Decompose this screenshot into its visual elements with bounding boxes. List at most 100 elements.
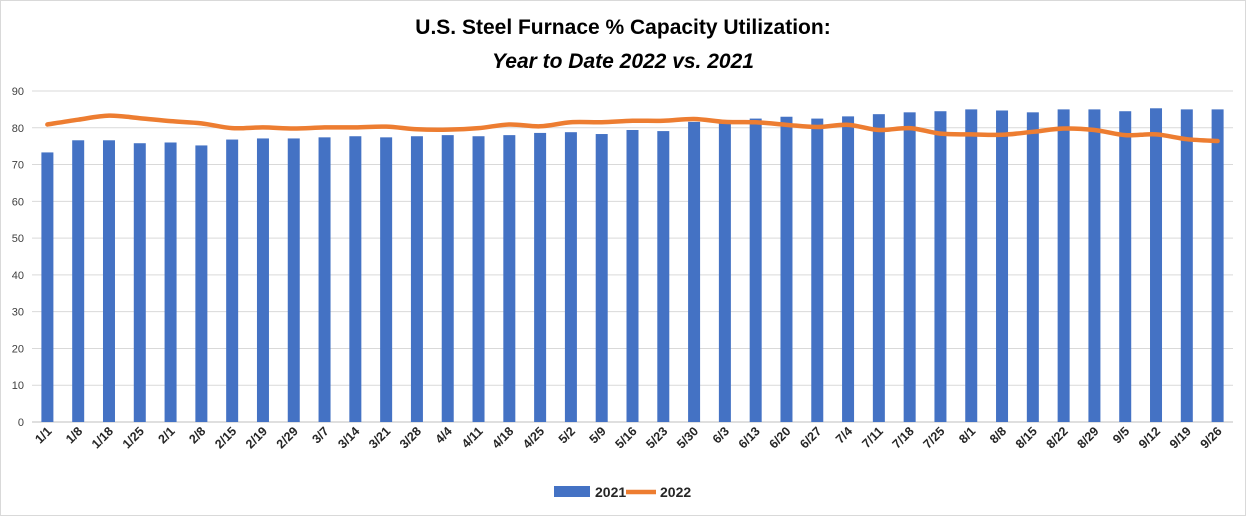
bar-2021 [287, 138, 300, 422]
x-tick-label: 8/29 [1074, 424, 1101, 451]
x-tick-label: 3/14 [335, 424, 362, 451]
x-tick-label: 4/4 [433, 424, 455, 446]
line-2022 [45, 113, 1220, 144]
x-tick-label: 5/9 [587, 424, 609, 446]
x-tick-label: 2/29 [274, 424, 301, 451]
y-tick-label: 10 [12, 380, 24, 392]
x-tick-label: 9/26 [1198, 424, 1225, 451]
x-tick-label: 5/16 [613, 424, 640, 451]
bar-2021 [688, 121, 701, 422]
bar-2021 [1088, 109, 1101, 422]
x-tick-label: 6/27 [797, 424, 824, 451]
legend-label-2022: 2022 [660, 484, 691, 500]
bar-2021 [1211, 109, 1224, 422]
x-tick-label: 7/18 [890, 424, 917, 451]
bars-2021 [41, 108, 1224, 423]
bar-2021 [718, 122, 731, 422]
x-tick-label: 6/3 [710, 424, 732, 446]
bar-2021 [472, 136, 485, 422]
y-tick-label: 60 [12, 196, 24, 208]
x-tick-label: 2/15 [212, 424, 239, 451]
x-tick-label: 1/18 [89, 424, 116, 451]
bar-2021 [256, 138, 269, 422]
bar-2021 [441, 135, 454, 422]
x-tick-label: 9/19 [1167, 424, 1194, 451]
bar-2021 [1180, 109, 1193, 422]
bar-2021 [503, 135, 516, 422]
bar-2021 [380, 137, 393, 422]
legend-label-2021: 2021 [595, 484, 626, 500]
bar-2021 [133, 143, 146, 423]
bar-2021 [595, 134, 608, 422]
y-tick-label: 50 [12, 233, 24, 245]
x-tick-label: 5/30 [674, 424, 701, 451]
bar-2021 [903, 112, 916, 422]
bar-2021 [195, 145, 208, 423]
bar-2021 [318, 137, 331, 422]
x-tick-label: 2/1 [156, 424, 178, 446]
x-tick-label: 1/8 [63, 424, 85, 446]
x-tick-label: 6/13 [736, 424, 763, 451]
bar-2021 [1026, 112, 1039, 422]
x-tick-label: 3/7 [309, 424, 331, 446]
x-tick-label: 8/22 [1044, 424, 1071, 451]
x-tick-label: 9/12 [1136, 424, 1163, 451]
x-tick-label: 4/25 [520, 424, 547, 451]
x-tick-label: 8/8 [987, 424, 1009, 446]
bar-2021 [842, 116, 855, 423]
x-tick-label: 2/19 [243, 424, 270, 451]
x-tick-label: 1/1 [32, 424, 54, 446]
bar-2021 [41, 152, 54, 422]
bar-2021 [1119, 111, 1132, 422]
x-tick-label: 9/5 [1110, 424, 1132, 446]
bar-2021 [749, 118, 762, 422]
y-tick-label: 20 [12, 343, 24, 355]
bar-2021 [72, 140, 85, 422]
x-tick-label: 4/18 [489, 424, 516, 451]
bar-2021 [657, 131, 670, 423]
bar-2021 [410, 136, 423, 422]
bar-2021 [1150, 108, 1163, 422]
bar-2021 [996, 110, 1009, 423]
bar-2021 [934, 111, 947, 422]
bar-2021 [164, 142, 177, 422]
chart-subtitle: Year to Date 2022 vs. 2021 [492, 50, 754, 73]
bar-2021 [564, 132, 577, 423]
x-tick-label: 6/20 [766, 424, 793, 451]
x-tick-label: 8/15 [1013, 424, 1040, 451]
x-tick-label: 3/21 [366, 424, 393, 451]
y-tick-label: 0 [18, 417, 24, 429]
x-tick-label: 8/1 [956, 424, 978, 446]
line-2022-path [45, 113, 1220, 144]
bar-2021 [965, 109, 978, 422]
x-tick-label: 2/8 [186, 424, 208, 446]
y-tick-label: 80 [12, 123, 24, 135]
y-tick-label: 40 [12, 270, 24, 282]
x-tick-label: 7/25 [920, 424, 947, 451]
y-tick-label: 30 [12, 307, 24, 319]
x-axis-ticks: 1/1 1/8 1/18 1/25 2/1 2/8 2/15 2/19 2/29 3/7 3/14 3… [32, 424, 1224, 451]
bar-2021 [226, 139, 239, 422]
x-tick-label: 4/11 [459, 424, 486, 451]
y-tick-label: 90 [12, 86, 24, 98]
bar-2021 [780, 116, 793, 422]
bar-2021 [626, 129, 639, 423]
bar-2021 [534, 132, 547, 422]
y-tick-label: 70 [12, 160, 24, 172]
x-tick-label: 5/2 [556, 424, 578, 446]
x-tick-label: 7/11 [859, 424, 886, 451]
y-axis-ticks: 0 10 20 30 40 50 60 70 80 90 [12, 86, 24, 429]
chart-title: U.S. Steel Furnace % Capacity Utilizatio… [415, 16, 830, 39]
bar-2021 [349, 136, 362, 422]
x-tick-label: 3/28 [397, 424, 424, 451]
bar-2021 [811, 118, 824, 422]
x-tick-label: 1/25 [120, 424, 147, 451]
bar-2021 [1057, 109, 1070, 422]
bar-2021 [102, 140, 115, 422]
legend: 2021 2022 [554, 484, 691, 500]
bar-2021 [872, 114, 885, 423]
legend-swatch-2021 [554, 486, 590, 497]
x-tick-label: 7/4 [833, 424, 855, 446]
x-tick-label: 5/23 [643, 424, 670, 451]
